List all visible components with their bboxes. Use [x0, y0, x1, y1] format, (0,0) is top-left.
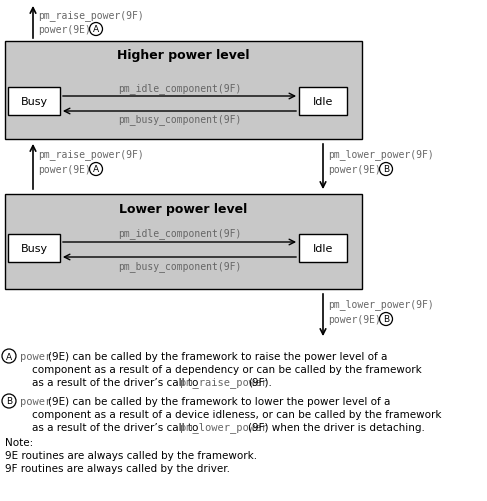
Text: pm_lower_power(9F): pm_lower_power(9F) — [328, 149, 434, 160]
Text: A: A — [93, 26, 99, 35]
Text: pm_raise_power(9F): pm_raise_power(9F) — [38, 11, 144, 22]
Text: (9E) can be called by the framework to lower the power level of a: (9E) can be called by the framework to l… — [48, 396, 391, 406]
Text: pm_raise_power: pm_raise_power — [180, 377, 267, 388]
Text: component as a result of a device idleness, or can be called by the framework: component as a result of a device idlene… — [32, 409, 442, 419]
Text: power(9E): power(9E) — [38, 25, 91, 35]
Text: pm_lower_power: pm_lower_power — [180, 422, 267, 432]
Text: pm_raise_power(9F): pm_raise_power(9F) — [38, 149, 144, 160]
Text: (9E) can be called by the framework to raise the power level of a: (9E) can be called by the framework to r… — [48, 351, 387, 361]
Text: pm_lower_power(9F): pm_lower_power(9F) — [328, 299, 434, 310]
Text: 9E routines are always called by the framework.: 9E routines are always called by the fra… — [5, 450, 257, 460]
Text: Busy: Busy — [20, 243, 48, 254]
Bar — [5, 194, 362, 290]
Text: power(9E): power(9E) — [328, 314, 381, 324]
Text: Note:: Note: — [5, 437, 33, 447]
Bar — [8, 234, 60, 263]
Text: as a result of the driver’s call to: as a result of the driver’s call to — [32, 377, 202, 387]
Text: power(9E): power(9E) — [328, 165, 381, 175]
Bar — [299, 234, 347, 263]
Text: Idle: Idle — [313, 243, 333, 254]
Text: A: A — [93, 165, 99, 174]
Text: pm_busy_component(9F): pm_busy_component(9F) — [118, 261, 241, 272]
Text: B: B — [383, 165, 389, 174]
Text: component as a result of a dependency or can be called by the framework: component as a result of a dependency or… — [32, 364, 422, 374]
Text: pm_idle_component(9F): pm_idle_component(9F) — [118, 83, 241, 94]
Text: (9F) when the driver is detaching.: (9F) when the driver is detaching. — [248, 422, 425, 432]
Bar — [5, 42, 362, 140]
Text: power(9E): power(9E) — [38, 165, 91, 175]
Text: power: power — [20, 396, 51, 406]
Text: B: B — [383, 315, 389, 324]
Bar — [299, 88, 347, 116]
Text: A: A — [6, 352, 12, 361]
Text: (9F).: (9F). — [248, 377, 272, 387]
Text: Idle: Idle — [313, 97, 333, 107]
Bar — [8, 88, 60, 116]
Text: Busy: Busy — [20, 97, 48, 107]
Text: Higher power level: Higher power level — [117, 50, 250, 63]
Text: Lower power level: Lower power level — [119, 202, 247, 215]
Text: B: B — [6, 397, 12, 406]
Text: pm_idle_component(9F): pm_idle_component(9F) — [118, 228, 241, 239]
Text: 9F routines are always called by the driver.: 9F routines are always called by the dri… — [5, 463, 230, 473]
Text: pm_busy_component(9F): pm_busy_component(9F) — [118, 114, 241, 125]
Text: power: power — [20, 351, 51, 361]
Text: as a result of the driver’s call to: as a result of the driver’s call to — [32, 422, 202, 432]
